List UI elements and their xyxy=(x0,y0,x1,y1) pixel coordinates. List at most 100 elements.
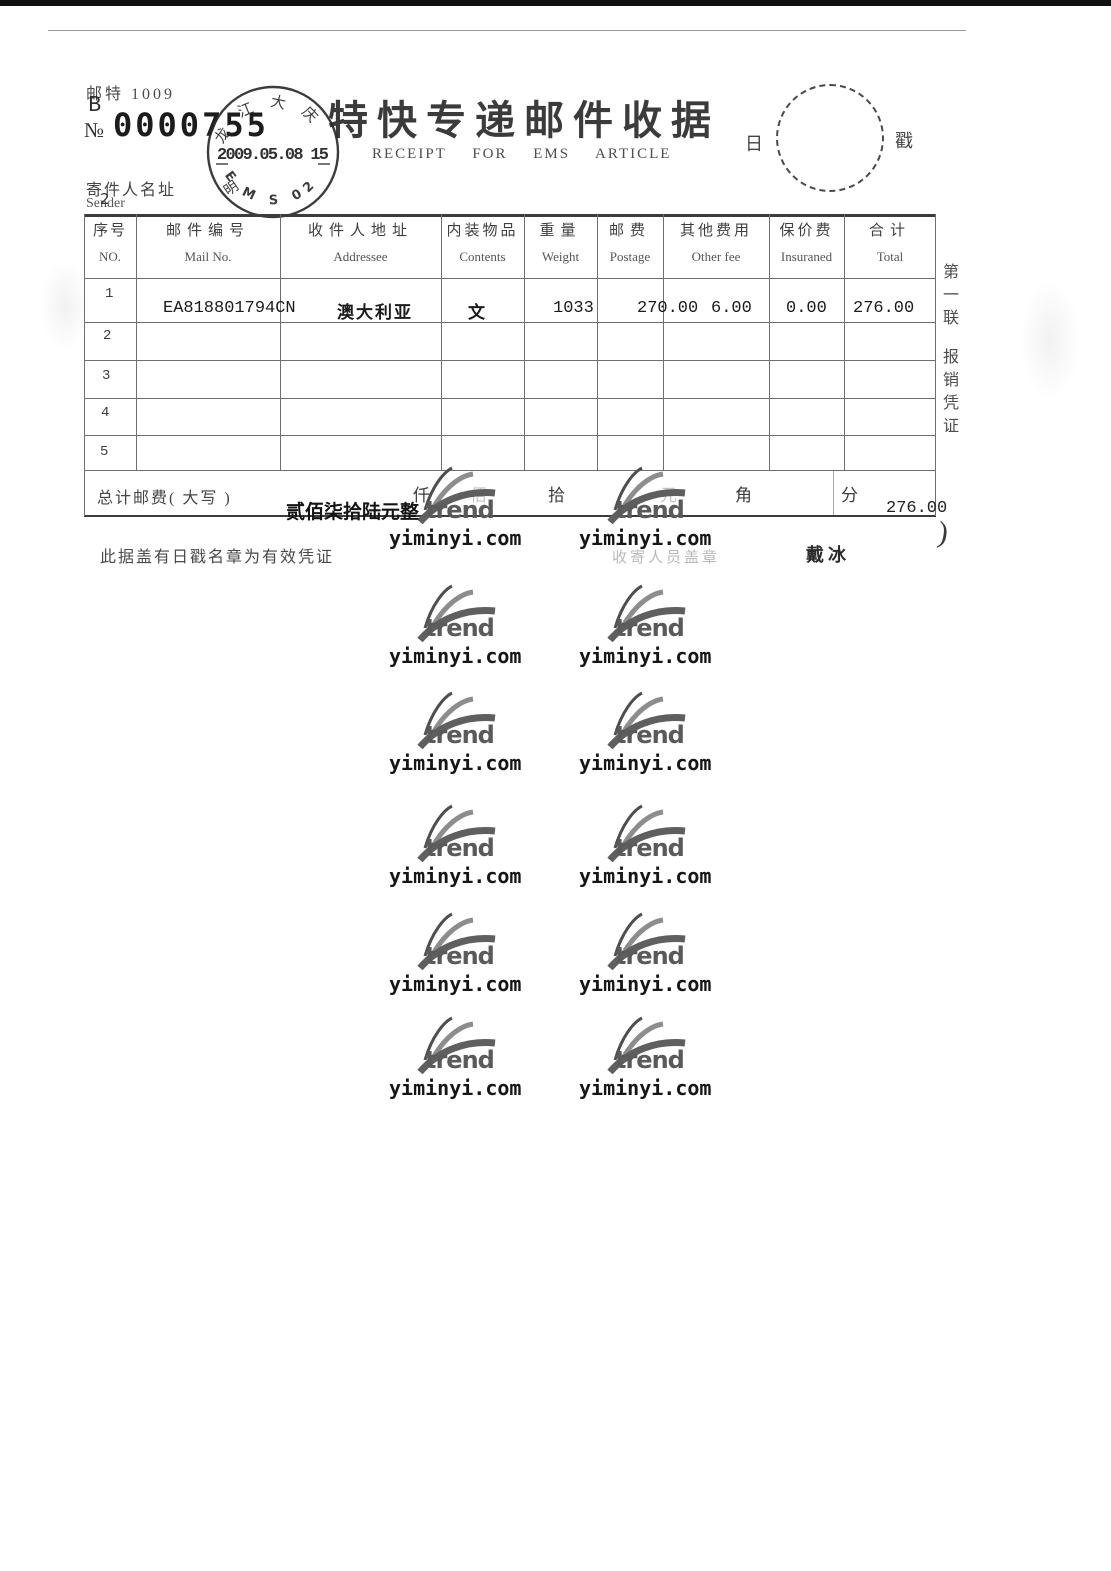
watermark-site-text: yiminyi.com xyxy=(389,526,522,550)
overlay-letter: B xyxy=(88,92,102,116)
watermark-unit: trend yiminyi.com xyxy=(579,466,721,550)
scan-smudge xyxy=(1020,280,1080,400)
watermark-site-text: yiminyi.com xyxy=(579,526,712,550)
row-number: 5 xyxy=(100,444,109,460)
trend-logo-text: trend xyxy=(615,834,685,862)
watermark-site-text: yiminyi.com xyxy=(579,644,712,668)
col-header-mail-no: 邮件编号 Mail No. xyxy=(165,223,250,264)
trend-logo-text: trend xyxy=(615,1046,685,1074)
trend-logo-text: trend xyxy=(425,721,495,749)
clerk-name: 戴冰 xyxy=(806,545,850,565)
trend-logo: trend xyxy=(417,804,497,863)
copy-number-label: 第一联 xyxy=(940,263,957,332)
datestamp-placeholder-circle xyxy=(776,84,884,192)
row-number: 1 xyxy=(105,286,114,302)
col-header-insurance: 保价费 Insuraned xyxy=(779,223,834,264)
trend-logo: trend xyxy=(607,466,687,525)
trend-logo-text: trend xyxy=(615,721,685,749)
voucher-purpose-label: 报销凭证 xyxy=(940,348,957,440)
receipt-title-english: RECEIPT FOR EMS ARTICLE xyxy=(372,146,672,162)
watermark-unit: trend yiminyi.com xyxy=(579,584,721,668)
trend-logo: trend xyxy=(417,1016,497,1075)
watermark-site-text: yiminyi.com xyxy=(389,751,522,775)
watermark-unit: trend yiminyi.com xyxy=(579,1016,721,1100)
summary-label: 总计邮费( 大写 ) xyxy=(97,490,232,507)
watermark-unit: trend yiminyi.com xyxy=(579,691,721,775)
serial-number-symbol: № xyxy=(84,118,105,142)
col-header-weight: 重量 Weight xyxy=(539,223,582,264)
validity-note: 此据盖有日戳名章为有效凭证 xyxy=(100,549,335,566)
trend-logo-text: trend xyxy=(425,496,495,524)
watermark-site-text: yiminyi.com xyxy=(389,972,522,996)
form-code: 邮特 1009 xyxy=(86,86,176,103)
watermark-site-text: yiminyi.com xyxy=(579,751,712,775)
entry-postage: 270.00 xyxy=(637,299,699,318)
unit-shi: 拾 xyxy=(548,486,565,505)
scan-edge-bar xyxy=(0,0,1111,6)
trend-logo: trend xyxy=(417,466,497,525)
trend-logo-text: trend xyxy=(425,614,495,642)
trend-logo: trend xyxy=(607,1016,687,1075)
trend-logo-text: trend xyxy=(615,942,685,970)
postmark-region-text: 龙江大庆 xyxy=(207,85,334,152)
entry-mail-no: EA818801794CN xyxy=(163,299,296,318)
trend-logo: trend xyxy=(607,912,687,971)
col-header-no: 序号 NO. xyxy=(92,223,127,264)
svg-text:龙江大庆: 龙江大庆 xyxy=(207,85,334,152)
serial-number: 0000755 xyxy=(113,106,269,144)
trend-logo: trend xyxy=(607,584,687,643)
watermark-site-text: yiminyi.com xyxy=(389,864,522,888)
watermark-site-text: yiminyi.com xyxy=(389,1076,522,1100)
watermark-unit: trend yiminyi.com xyxy=(389,804,531,888)
col-header-other-fee: 其他费用 Other fee xyxy=(679,223,752,264)
col-header-total: 合计 Total xyxy=(868,223,911,264)
pen-stroke-mark: ) xyxy=(935,515,951,550)
entry-other-fee: 6.00 xyxy=(711,299,752,318)
trend-logo: trend xyxy=(607,804,687,863)
entry-contents: 文 xyxy=(468,303,487,322)
watermark-unit: trend yiminyi.com xyxy=(389,466,531,550)
datestamp-label-right: 戳 xyxy=(895,131,913,151)
datestamp-label-left: 日 xyxy=(745,134,763,154)
sender-label-english: Sender xyxy=(86,196,125,211)
entry-addressee: 澳大利亚 xyxy=(337,303,413,322)
postmark-date-text: 2009.05.08 15 xyxy=(217,146,329,165)
clerk-stamp-label: 收寄人员盖章 xyxy=(612,550,721,566)
watermark-unit: trend yiminyi.com xyxy=(389,1016,531,1100)
watermark-site-text: yiminyi.com xyxy=(579,972,712,996)
sender-label: 寄件人名址 xyxy=(86,182,177,199)
watermark-site-text: yiminyi.com xyxy=(579,864,712,888)
unit-fen: 分 xyxy=(841,486,858,505)
receipt-title: 特快专递邮件收据 xyxy=(328,98,720,143)
entry-total: 276.00 xyxy=(853,299,915,318)
watermark-unit: trend yiminyi.com xyxy=(579,912,721,996)
trend-logo-text: trend xyxy=(615,496,685,524)
col-header-addressee: 收件人地址 Addressee xyxy=(307,223,413,264)
watermark-unit: trend yiminyi.com xyxy=(579,804,721,888)
unit-qian: 仟 xyxy=(413,486,430,505)
entry-insurance: 0.00 xyxy=(786,299,827,318)
scan-smudge xyxy=(40,260,90,350)
col-header-contents: 内装物品 Contents xyxy=(446,223,519,264)
trend-logo: trend xyxy=(607,691,687,750)
watermark-site-text: yiminyi.com xyxy=(579,1076,712,1100)
trend-logo-text: trend xyxy=(425,834,495,862)
unit-jiao: 角 xyxy=(735,486,752,505)
row-number: 3 xyxy=(102,368,111,384)
trend-logo: trend xyxy=(417,912,497,971)
watermark-site-text: yiminyi.com xyxy=(389,644,522,668)
amount-in-figures: 276.00 xyxy=(886,499,948,518)
col-header-postage: 邮费 Postage xyxy=(608,223,651,264)
handwritten-digit: 2 xyxy=(100,190,110,208)
trend-logo: trend xyxy=(417,691,497,750)
watermark-unit: trend yiminyi.com xyxy=(389,691,531,775)
entry-weight: 1033 xyxy=(553,299,594,318)
scan-artifact-line xyxy=(48,30,966,31)
watermark-unit: trend yiminyi.com xyxy=(389,584,531,668)
row-number: 4 xyxy=(101,405,110,421)
trend-logo-text: trend xyxy=(615,614,685,642)
row-number: 2 xyxy=(103,328,112,344)
watermark-unit: trend yiminyi.com xyxy=(389,912,531,996)
postmark-stamp: 龙江大庆 2009.05.08 15 E M S 02 明 xyxy=(202,80,342,222)
